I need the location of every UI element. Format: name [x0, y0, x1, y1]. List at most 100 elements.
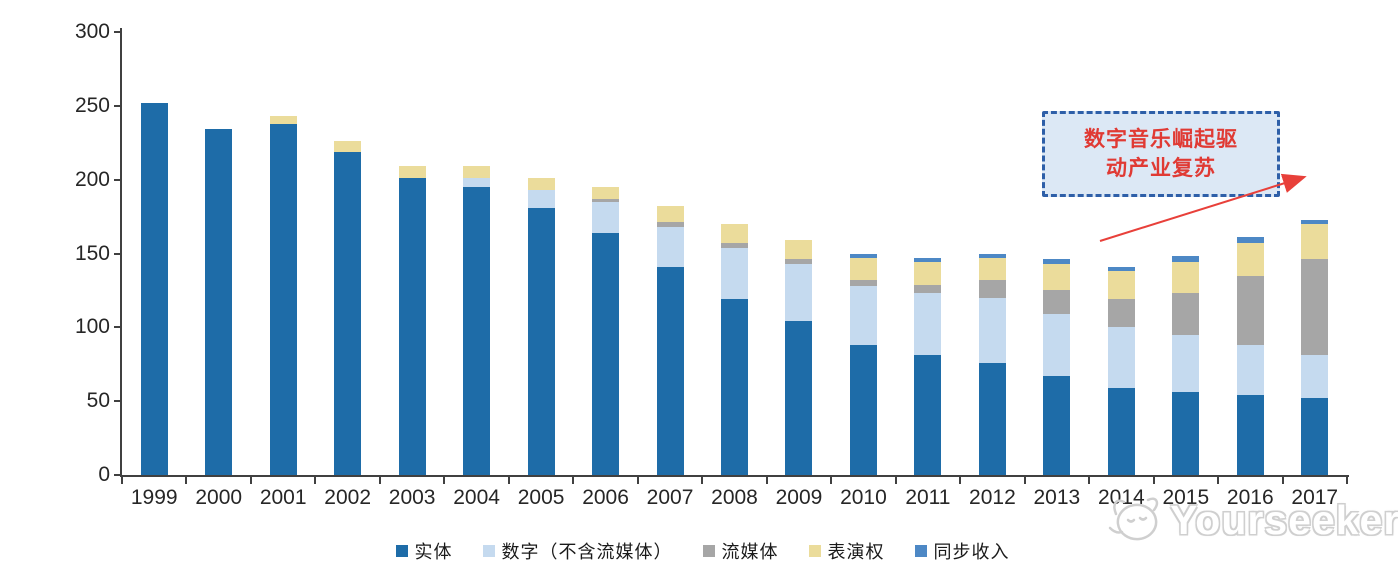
- bar-segment-实体-2013: [1043, 376, 1071, 475]
- bar-segment-表演权-2010: [849, 257, 877, 281]
- x-axis-label: 2015: [1162, 486, 1210, 509]
- x-axis-tick: [314, 477, 317, 484]
- bar-segment-表演权-2003: [398, 166, 426, 179]
- bar-segment-数字（不含流媒体）-2017: [1301, 355, 1329, 399]
- bar-segment-表演权-2015: [1172, 262, 1200, 294]
- annotation-callout-box: 数字音乐崛起驱 动产业复苏: [1042, 111, 1280, 197]
- y-axis-label: 100: [74, 315, 110, 339]
- bar-segment-同步收入-2010: [849, 253, 877, 258]
- y-axis-tick: [114, 474, 121, 476]
- x-axis-label: 2001: [259, 486, 307, 509]
- bar-segment-流媒体-2009: [785, 259, 813, 264]
- bar-segment-流媒体-2012: [978, 280, 1006, 298]
- bar-segment-表演权-2017: [1301, 223, 1329, 260]
- bar-segment-流媒体-2015: [1172, 293, 1200, 335]
- bar-segment-实体-2003: [398, 178, 426, 475]
- x-axis-tick: [1023, 477, 1026, 484]
- bar-segment-实体-2008: [721, 299, 748, 475]
- bar-segment-表演权-2011: [914, 262, 942, 285]
- y-axis-line: [120, 28, 122, 477]
- y-axis-label: 0: [98, 463, 110, 486]
- x-axis-label: 2010: [840, 486, 887, 509]
- annotation-arrow: [1099, 173, 1307, 242]
- bar-segment-数字（不含流媒体）-2014: [1107, 327, 1135, 388]
- x-axis-tick: [507, 477, 510, 484]
- legend-label: 流媒体: [721, 542, 779, 562]
- legend-item: 数字（不含流媒体）: [482, 538, 673, 564]
- legend-label: 实体: [414, 542, 453, 562]
- legend-label: 表演权: [827, 542, 885, 562]
- y-axis-label: 150: [74, 241, 110, 265]
- y-axis-tick: [114, 252, 121, 255]
- bar-segment-流媒体-2010: [849, 280, 877, 286]
- x-axis-label: 2006: [582, 486, 629, 509]
- chart-legend: 实体 数字（不含流媒体） 流媒体 表演权 同步收入: [60, 538, 1345, 564]
- x-axis-label: 2009: [775, 486, 823, 509]
- bar-segment-同步收入-2011: [914, 257, 942, 263]
- bar-segment-数字（不含流媒体）-2015: [1172, 334, 1200, 393]
- x-axis-tick: [959, 477, 962, 484]
- x-axis-tick: [701, 477, 704, 484]
- y-axis-label: 50: [86, 389, 110, 413]
- bar-segment-数字（不含流媒体）-2009: [785, 263, 813, 322]
- x-axis-tick: [121, 477, 123, 484]
- legend-swatch: [914, 545, 927, 557]
- bar-segment-实体-2001: [269, 123, 297, 475]
- x-axis-tick: [443, 477, 446, 484]
- legend-item: 实体: [395, 538, 453, 564]
- x-axis-tick: [765, 477, 768, 484]
- y-axis-tick: [114, 178, 121, 181]
- x-axis-tick: [378, 477, 381, 484]
- legend-item: 同步收入: [914, 538, 1010, 564]
- bar-segment-表演权-2004: [463, 166, 491, 179]
- bar-segment-流媒体-2006: [592, 198, 620, 202]
- y-axis-tick: [114, 400, 121, 403]
- bar-segment-流媒体-2008: [721, 243, 748, 248]
- legend-label: 数字（不含流媒体）: [501, 542, 673, 562]
- bar-segment-同步收入-2017: [1301, 219, 1329, 224]
- x-axis-label: 2004: [453, 486, 500, 509]
- watermark: Yourseeker: [1108, 494, 1398, 546]
- bar-segment-数字（不含流媒体）-2011: [914, 293, 942, 356]
- x-axis-label: 2017: [1291, 486, 1339, 509]
- x-axis-label: 1999: [130, 486, 178, 509]
- legend-swatch: [702, 545, 715, 557]
- x-axis-tick: [249, 477, 252, 484]
- y-axis-label: 200: [74, 167, 110, 191]
- legend-swatch: [808, 545, 821, 557]
- bar-segment-表演权-2007: [656, 206, 684, 223]
- bar-segment-表演权-2001: [269, 116, 297, 124]
- x-axis-line: [120, 475, 1349, 477]
- bar-segment-数字（不含流媒体）-2013: [1043, 314, 1071, 377]
- bar-segment-表演权-2014: [1107, 271, 1135, 300]
- bar-segment-实体-2002: [334, 151, 362, 475]
- x-axis-label: 2000: [195, 486, 243, 509]
- y-axis-tick: [114, 104, 121, 107]
- bar-segment-实体-2017: [1301, 398, 1329, 475]
- legend-swatch: [395, 545, 408, 557]
- bar-segment-流媒体-2016: [1236, 275, 1264, 346]
- legend-item: 流媒体: [702, 538, 779, 564]
- x-axis-label: 2007: [646, 486, 694, 509]
- annotation-line2: 动产业复苏: [1106, 157, 1216, 180]
- bar-segment-流媒体-2007: [656, 222, 684, 227]
- x-axis-tick: [830, 477, 833, 484]
- bar-segment-同步收入-2013: [1043, 259, 1071, 264]
- x-axis-label: 2005: [517, 486, 565, 509]
- bar-segment-表演权-2009: [785, 240, 813, 260]
- bar-segment-表演权-2008: [721, 223, 748, 244]
- x-axis-tick: [1217, 477, 1220, 484]
- x-axis-label: 2013: [1033, 486, 1081, 509]
- x-axis-label: 2016: [1226, 486, 1274, 509]
- y-axis-label: 300: [74, 20, 110, 43]
- bar-segment-数字（不含流媒体）-2005: [527, 190, 555, 208]
- bar-segment-同步收入-2015: [1172, 256, 1200, 263]
- bar-segment-实体-1999: [140, 102, 168, 475]
- bar-segment-表演权-2002: [334, 141, 362, 152]
- y-axis-tick: [114, 326, 121, 329]
- bar-segment-数字（不含流媒体）-2012: [978, 297, 1006, 363]
- legend-swatch: [482, 545, 495, 557]
- bar-segment-实体-2006: [592, 232, 620, 475]
- bar-segment-实体-2007: [656, 266, 684, 475]
